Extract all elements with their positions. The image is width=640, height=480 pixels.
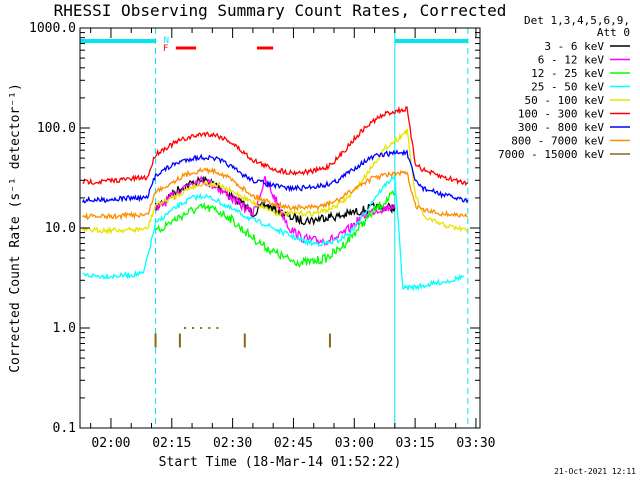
- series-line-25-50-kev: [82, 173, 465, 292]
- legend-entry-label: 800 - 7000 keV: [511, 135, 604, 148]
- generation-timestamp: 21-Oct-2021 12:11: [554, 467, 636, 476]
- y-tick-label: 1000.0: [29, 21, 76, 36]
- x-tick-label: 03:15: [396, 436, 435, 451]
- series-line-50-100-kev: [82, 128, 469, 235]
- legend-entry-label: 300 - 800 keV: [518, 121, 604, 134]
- x-tick-label: 02:15: [152, 436, 191, 451]
- series-line-300-800-kev: [82, 148, 469, 204]
- series-line-12-25-kev: [155, 190, 396, 268]
- minor-trace-dot: [192, 327, 195, 329]
- x-tick-label: 03:30: [456, 436, 495, 451]
- chart-title: RHESSI Observing Summary Count Rates, Co…: [54, 1, 507, 20]
- y-axis-label: Corrected Count Rate (s⁻¹ detector⁻¹): [8, 83, 23, 373]
- legend-entry-label: 12 - 25 keV: [531, 67, 604, 80]
- legend-entry-label: 3 - 6 keV: [544, 40, 604, 53]
- minor-trace-dot: [200, 327, 203, 329]
- flare-marker-label: F: [163, 44, 168, 54]
- legend-title-line: Att 0: [597, 26, 630, 39]
- x-axis-label: Start Time (18-Mar-14 01:52:22): [159, 455, 402, 470]
- y-tick-label: 100.0: [37, 121, 76, 136]
- x-axis: 02:00 02:15 02:30 02:45 03:00 03:15 03:30: [90, 28, 496, 451]
- legend-title-line: Det 1,3,4,5,6,9,: [524, 14, 630, 27]
- y-axis: 0.1 1.0 10.0 100.0 1000.0: [29, 21, 480, 436]
- minor-trace-dot: [208, 327, 211, 329]
- x-tick-label: 03:00: [335, 436, 374, 451]
- plot-area: NF 0.1 1.0 10.0 100.0 1000.0 02:00 02:15 02:30…: [29, 21, 495, 451]
- legend-entry-label: 100 - 300 keV: [518, 108, 604, 121]
- series-layer: [82, 105, 469, 348]
- y-tick-label: 0.1: [53, 421, 76, 436]
- y-tick-label: 1.0: [53, 321, 76, 336]
- legend-entry-label: 6 - 12 keV: [538, 54, 605, 67]
- minor-trace-dot: [216, 327, 219, 329]
- x-tick-label: 02:00: [91, 436, 130, 451]
- legend-entry-label: 25 - 50 keV: [531, 81, 604, 94]
- y-tick-label: 10.0: [45, 221, 76, 236]
- minor-trace-dot: [183, 327, 186, 329]
- series-line-100-300-kev: [82, 105, 468, 186]
- x-tick-label: 02:30: [213, 436, 252, 451]
- legend-entry-label: 7000 - 15000 keV: [498, 148, 604, 161]
- legend-entry-label: 50 - 100 keV: [525, 94, 605, 107]
- night-marker-label: N: [164, 36, 169, 46]
- x-tick-label: 02:45: [274, 436, 313, 451]
- series-line-800-7000-kev: [82, 166, 468, 221]
